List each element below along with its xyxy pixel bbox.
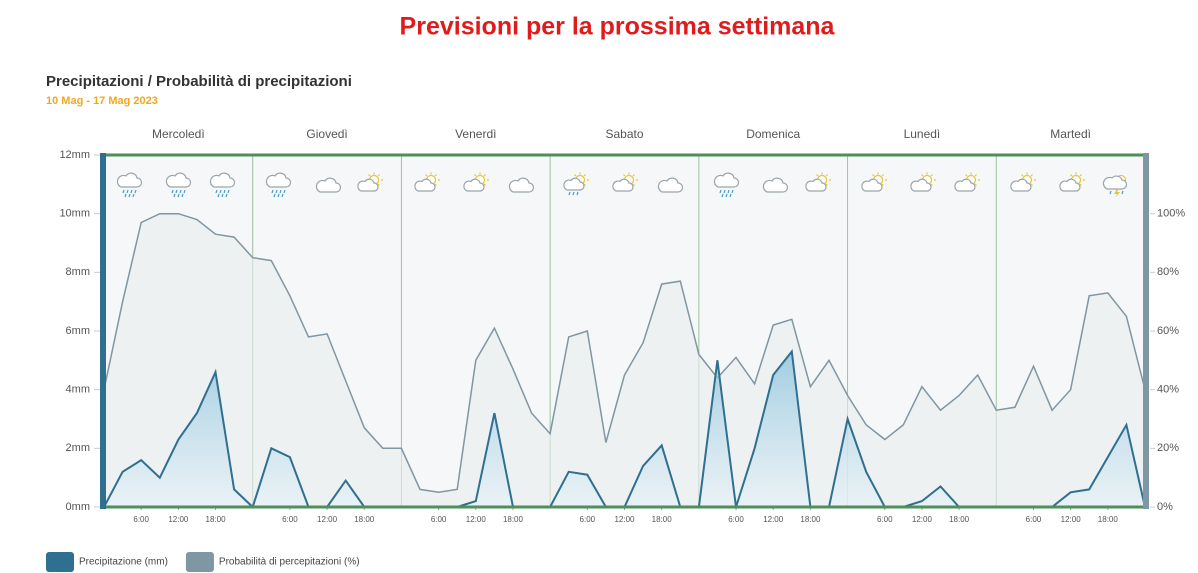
y-tick-label: 8mm	[66, 266, 90, 278]
x-tick-label: 6:00	[133, 515, 149, 524]
y-tick-label: 6mm	[66, 325, 90, 337]
page-title: Previsioni per la prossima settimana	[400, 13, 836, 41]
x-tick-label: 12:00	[168, 515, 189, 524]
series-line	[103, 212, 1146, 494]
day-label: Domenica	[746, 127, 800, 141]
y-tick-label: 2mm	[66, 442, 90, 454]
y2-tick-label: 60%	[1157, 325, 1179, 337]
right-axis-bar	[1143, 153, 1149, 509]
x-tick-label: 12:00	[763, 515, 784, 524]
y-tick-label: 0mm	[66, 501, 90, 513]
y2-tick-label: 80%	[1157, 266, 1179, 278]
x-tick-label: 6:00	[1026, 515, 1042, 524]
x-tick-label: 6:00	[728, 515, 744, 524]
x-tick-label: 12:00	[466, 515, 487, 524]
y-tick-label: 12mm	[59, 149, 90, 161]
x-tick-label: 18:00	[503, 515, 524, 524]
day-label: Venerdì	[455, 127, 496, 141]
x-tick-label: 18:00	[949, 515, 970, 524]
x-tick-label: 12:00	[614, 515, 635, 524]
x-tick-label: 18:00	[206, 515, 227, 524]
left-axis-bar	[100, 153, 106, 509]
legend-label: Probabilità di percepitazioni (%)	[219, 557, 360, 568]
x-tick-label: 18:00	[1098, 515, 1119, 524]
day-label: Mercoledì	[152, 127, 205, 141]
day-label: Lunedì	[904, 127, 941, 141]
y-tick-label: 4mm	[66, 384, 90, 396]
x-tick-label: 18:00	[652, 515, 673, 524]
legend-swatch	[185, 552, 214, 572]
day-label: Giovedì	[306, 127, 347, 141]
x-tick-label: 6:00	[282, 515, 298, 524]
x-tick-label: 12:00	[912, 515, 933, 524]
x-tick-label: 12:00	[1061, 515, 1082, 524]
chart-subtitle: 10 Mag - 17 Mag 2023	[46, 95, 158, 107]
legend-label: Precipitazione (mm)	[79, 557, 168, 568]
area-fill	[104, 351, 1145, 507]
x-tick-label: 12:00	[317, 515, 338, 524]
y2-tick-label: 40%	[1157, 384, 1179, 396]
area-fill	[104, 213, 1145, 507]
y2-tick-label: 20%	[1157, 442, 1179, 454]
x-tick-label: 6:00	[877, 515, 893, 524]
y2-tick-label: 100%	[1157, 208, 1185, 220]
x-tick-label: 18:00	[354, 515, 375, 524]
legend-swatch	[46, 552, 74, 572]
x-tick-label: 6:00	[580, 515, 596, 524]
x-tick-label: 18:00	[800, 515, 821, 524]
y2-tick-label: 0%	[1157, 501, 1173, 513]
x-tick-label: 6:00	[431, 515, 447, 524]
y-tick-label: 10mm	[59, 208, 90, 220]
day-label: Martedì	[1050, 127, 1091, 141]
chart-title: Precipitazioni / Probabilità di precipit…	[46, 73, 352, 90]
day-label: Sabato	[605, 127, 643, 141]
